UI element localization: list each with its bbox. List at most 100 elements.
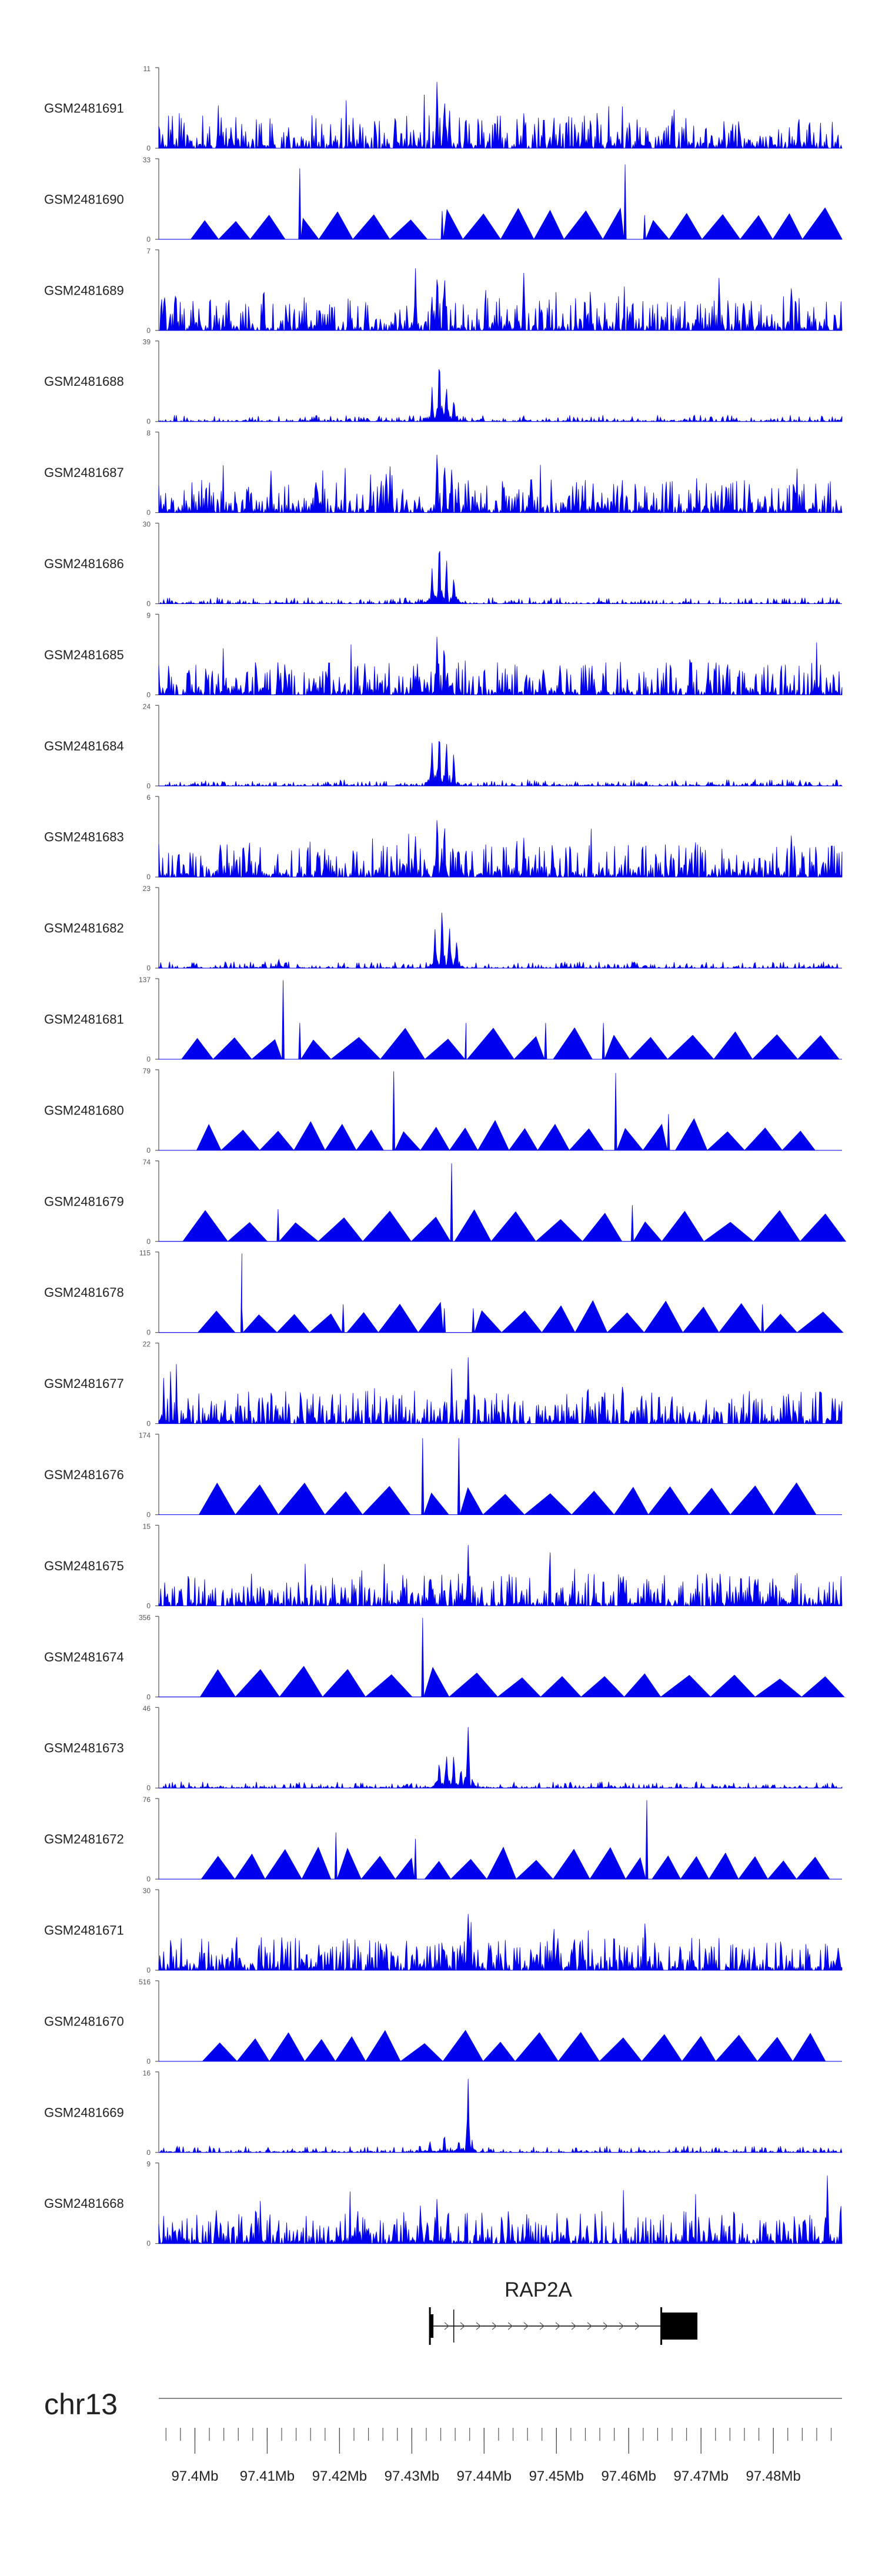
track-signal-area: [159, 740, 843, 787]
track-GSM2481674: GSM2481674 356 0: [44, 1613, 845, 1701]
track-ymax-label: 46: [143, 1704, 151, 1713]
axis-tick-label: 97.41Mb: [240, 2468, 295, 2484]
genome-axis: chr13 97.4Mb 97.41Mb 97.42Mb 97.43Mb 97.44Mb…: [44, 2388, 842, 2484]
track-signal-area: [159, 1800, 842, 1880]
track-label: GSM2481668: [44, 2196, 124, 2211]
chromosome-label: chr13: [44, 2388, 118, 2421]
track-signal-area: [158, 820, 843, 878]
track-signal-area: [159, 550, 842, 605]
track-ymin-label: 0: [146, 690, 151, 699]
gene-coding-exon: [661, 2313, 698, 2340]
track-label: GSM2481680: [44, 1103, 124, 1117]
track-signal-area: [158, 1544, 843, 1607]
track-ymax-label: 39: [143, 338, 151, 346]
track-label: GSM2481674: [44, 1650, 124, 1664]
track-label: GSM2481679: [44, 1194, 124, 1209]
track-ymax-label: 9: [146, 2160, 151, 2168]
axis-minor-ticks: [165, 2428, 832, 2441]
track-GSM2481691: GSM2481691 11 0: [44, 65, 843, 152]
track-label: GSM2481672: [44, 1832, 124, 1847]
track-signal-area: [159, 1163, 847, 1243]
track-label: GSM2481689: [44, 283, 124, 298]
track-GSM2481687: GSM2481687 8 0: [44, 429, 843, 517]
track-signal-area: [159, 980, 842, 1060]
gene-annotation-track: RAP2A: [429, 2278, 698, 2345]
signal-tracks: GSM2481691110GSM2481690330GSM248168970GS…: [44, 65, 847, 2248]
strand-chevron: [507, 2322, 513, 2330]
axis-tick-label: 97.44Mb: [457, 2468, 512, 2484]
track-ymin-label: 0: [146, 600, 151, 608]
strand-chevron: [634, 2322, 640, 2330]
track-ymax-label: 74: [143, 1158, 151, 1166]
track-ymax-label: 30: [143, 520, 151, 529]
track-label: GSM2481691: [44, 101, 124, 116]
track-signal-area: [159, 2078, 843, 2154]
track-ymin-label: 0: [146, 1055, 151, 1063]
track-GSM2481675: GSM2481675 15 0: [44, 1522, 843, 1610]
track-signal-area: [158, 82, 843, 149]
track-ymax-label: 516: [139, 1978, 151, 1986]
strand-chevron: [555, 2322, 561, 2330]
gene-name-label: RAP2A: [505, 2278, 572, 2301]
gene-strand-chevrons: [444, 2322, 640, 2330]
track-signal-area: [159, 1727, 843, 1789]
track-GSM2481670: GSM2481670 516 0: [44, 1978, 842, 2066]
track-signal-area: [159, 1071, 842, 1151]
track-ymax-label: 174: [139, 1432, 151, 1440]
track-ymin-label: 0: [146, 1875, 151, 1883]
track-signal-area: [158, 636, 843, 696]
track-ymin-label: 0: [146, 418, 151, 426]
track-signal-area: [159, 1617, 845, 1697]
track-ymax-label: 79: [143, 1067, 151, 1075]
track-ymin-label: 0: [146, 1784, 151, 1792]
track-ymin-label: 0: [146, 235, 151, 243]
track-GSM2481673: GSM2481673 46 0: [44, 1704, 843, 1792]
track-GSM2481689: GSM2481689 7 0: [44, 247, 843, 335]
strand-chevron: [444, 2322, 450, 2330]
track-ymin-label: 0: [146, 964, 151, 972]
track-label: GSM2481673: [44, 1741, 124, 1756]
track-ymin-label: 0: [146, 1329, 151, 1337]
track-ymin-label: 0: [146, 782, 151, 790]
track-ymax-label: 137: [139, 976, 151, 984]
track-label: GSM2481688: [44, 374, 124, 389]
track-ymin-label: 0: [146, 1237, 151, 1246]
track-signal-area: [158, 455, 843, 514]
track-ymin-label: 0: [146, 2240, 151, 2248]
axis-major-ticks: 97.4Mb 97.41Mb 97.42Mb 97.43Mb 97.44Mb 97.45M…: [171, 2428, 801, 2484]
track-GSM2481669: GSM2481669 16 0: [44, 2069, 843, 2157]
track-label: GSM2481677: [44, 1376, 124, 1391]
axis-tick-label: 97.43Mb: [385, 2468, 439, 2484]
track-ymax-label: 115: [139, 1249, 151, 1257]
track-GSM2481668: GSM2481668 9 0: [44, 2160, 843, 2248]
track-label: GSM2481682: [44, 921, 124, 936]
track-ymax-label: 6: [146, 793, 151, 802]
track-label: GSM2481681: [44, 1012, 124, 1027]
track-label: GSM2481687: [44, 465, 124, 480]
track-ymin-label: 0: [146, 144, 151, 152]
track-signal-area: [159, 1253, 844, 1334]
track-GSM2481671: GSM2481671 30 0: [44, 1887, 843, 1974]
track-label: GSM2481676: [44, 1467, 124, 1482]
axis-tick-label: 97.42Mb: [312, 2468, 367, 2484]
strand-chevron: [492, 2322, 497, 2330]
track-ymax-label: 9: [146, 611, 151, 619]
track-GSM2481688: GSM2481688 39 0: [44, 338, 843, 426]
track-ymax-label: 30: [143, 1887, 151, 1895]
track-ymin-label: 0: [146, 1966, 151, 1974]
track-label: GSM2481678: [44, 1285, 124, 1300]
axis-tick-label: 97.4Mb: [171, 2468, 218, 2484]
track-label: GSM2481686: [44, 556, 124, 571]
track-GSM2481682: GSM2481682 23 0: [44, 885, 842, 972]
track-ymin-label: 0: [146, 873, 151, 881]
track-GSM2481684: GSM2481684 24 0: [44, 702, 843, 790]
strand-chevron: [571, 2322, 577, 2330]
track-ymax-label: 33: [143, 156, 151, 164]
track-GSM2481678: GSM2481678 115 0: [44, 1249, 844, 1337]
strand-chevron: [523, 2322, 529, 2330]
track-label: GSM2481684: [44, 739, 124, 753]
strand-chevron: [476, 2322, 482, 2330]
track-ymin-label: 0: [146, 1511, 151, 1519]
track-label: GSM2481671: [44, 1923, 124, 1938]
track-ymax-label: 8: [146, 429, 151, 438]
